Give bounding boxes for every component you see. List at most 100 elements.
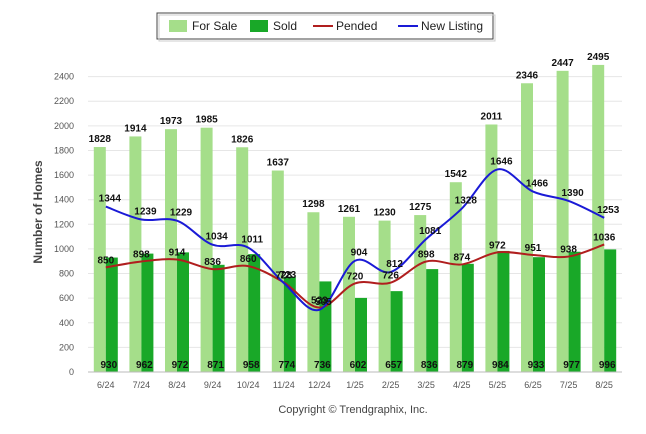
bar-for-sale	[592, 64, 605, 372]
bar-for-sale	[485, 124, 498, 372]
x-tick-label: 7/24	[133, 380, 151, 390]
label-for-sale: 1985	[195, 115, 218, 126]
label-sold: 836	[421, 360, 438, 371]
label-pended: 898	[133, 249, 150, 260]
bar-for-sale	[343, 216, 355, 372]
label-sold: 962	[136, 360, 153, 371]
legend-label: For Sale	[192, 19, 238, 33]
y-tick-label: 2200	[54, 96, 74, 106]
y-tick-label: 1600	[54, 170, 74, 180]
legend-label: Pended	[336, 19, 377, 33]
label-for-sale: 1637	[267, 158, 290, 169]
label-for-sale: 2011	[481, 111, 503, 122]
label-sold: 657	[385, 360, 402, 371]
label-for-sale: 1828	[89, 134, 112, 145]
label-for-sale: 1230	[373, 208, 396, 219]
label-new-listing: 505	[315, 297, 332, 308]
label-new-listing: 1390	[561, 188, 584, 199]
label-for-sale: 1973	[160, 116, 183, 127]
x-tick-label: 5/25	[489, 380, 507, 390]
label-sold: 602	[350, 360, 367, 371]
y-tick-label: 400	[59, 318, 74, 328]
x-tick-label: 10/24	[237, 380, 260, 390]
y-tick-label: 800	[59, 269, 74, 279]
x-tick-label: 2/25	[382, 380, 400, 390]
legend-label: Sold	[273, 19, 297, 33]
bar-sold	[177, 252, 189, 372]
y-tick-label: 0	[69, 367, 74, 377]
label-for-sale: 2495	[587, 52, 610, 63]
x-tick-label: 6/24	[97, 380, 115, 390]
bar-sold	[426, 269, 439, 372]
y-tick-label: 600	[59, 293, 74, 303]
label-new-listing: 1239	[134, 207, 157, 218]
y-tick-label: 200	[59, 342, 74, 352]
label-pended: 898	[418, 249, 435, 260]
x-tick-label: 4/25	[453, 380, 471, 390]
label-sold: 871	[207, 360, 224, 371]
label-pended: 874	[453, 252, 470, 263]
bar-for-sale	[414, 215, 427, 372]
copyright: Copyright © Trendgraphix, Inc.	[278, 404, 427, 416]
label-new-listing: 1229	[170, 208, 193, 219]
label-for-sale: 1826	[231, 134, 254, 145]
label-pended: 860	[240, 254, 257, 265]
bar-sold	[533, 257, 545, 372]
line-new-listing	[105, 168, 605, 312]
label-pended: 523	[311, 296, 328, 307]
y-tick-label: 2400	[54, 72, 74, 82]
legend-label: New Listing	[421, 19, 483, 33]
label-new-listing: 1011	[241, 235, 263, 246]
x-tick-label: 8/25	[595, 380, 613, 390]
bar-sold	[568, 251, 581, 372]
bar-sold	[283, 276, 296, 372]
legend-swatch	[169, 20, 187, 32]
label-new-listing: 1344	[99, 194, 122, 205]
label-pended: 850	[97, 255, 114, 266]
label-pended: 720	[347, 271, 364, 282]
label-new-listing: 1253	[597, 205, 620, 216]
label-new-listing: 1466	[526, 179, 549, 190]
bar-for-sale	[200, 127, 213, 372]
label-for-sale: 1914	[124, 123, 147, 134]
x-tick-label: 7/25	[560, 380, 578, 390]
y-tick-label: 1000	[54, 244, 74, 254]
bar-for-sale	[165, 129, 177, 372]
label-for-sale: 1542	[445, 169, 468, 180]
x-tick-label: 3/25	[417, 380, 435, 390]
label-sold: 930	[100, 360, 117, 371]
y-tick-label: 1400	[54, 195, 74, 205]
label-new-listing: 1081	[419, 226, 442, 237]
x-tick-label: 1/25	[346, 380, 364, 390]
x-tick-label: 11/24	[273, 380, 295, 390]
bar-sold	[212, 264, 225, 372]
label-pended: 914	[169, 248, 186, 259]
x-tick-label: 9/24	[204, 380, 222, 390]
label-for-sale: 2346	[516, 70, 539, 81]
legend: For Sale Sold Pended New Listing	[156, 12, 496, 42]
label-new-listing: 904	[351, 248, 368, 259]
bar-for-sale	[271, 170, 284, 372]
label-new-listing: 812	[386, 259, 403, 270]
label-new-listing: 1034	[205, 232, 228, 243]
label-pended: 951	[525, 243, 542, 254]
x-tick-label: 8/24	[168, 380, 186, 390]
label-for-sale: 1275	[409, 202, 432, 213]
label-pended: 972	[489, 240, 506, 251]
bar-sold	[390, 291, 403, 372]
label-sold: 958	[243, 360, 260, 371]
y-tick-label: 2000	[54, 121, 74, 131]
label-new-listing: 1328	[455, 196, 478, 207]
label-sold: 879	[456, 360, 473, 371]
y-axis-label: Number of Homes	[31, 160, 45, 264]
series-lines	[105, 168, 605, 312]
label-pended: 836	[204, 257, 221, 268]
bar-for-sale	[521, 83, 533, 372]
bar-for-sale	[449, 182, 462, 372]
bar-for-sale	[556, 70, 569, 372]
bar-sold	[497, 250, 510, 372]
bar-for-sale	[93, 147, 106, 372]
label-for-sale: 1298	[302, 199, 325, 210]
x-tick-label: 6/25	[524, 380, 542, 390]
legend-swatch	[250, 20, 268, 32]
